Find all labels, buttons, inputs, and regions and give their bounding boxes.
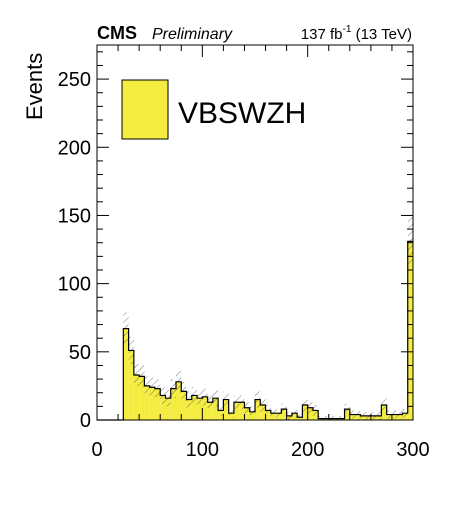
status-label: Preliminary (152, 26, 233, 43)
x-tick-label: 300 (396, 439, 429, 461)
uncertainty-layer (123, 217, 413, 420)
x-tick-label: 100 (186, 439, 219, 461)
uncertainty-band (329, 416, 334, 420)
y-tick-label: 250 (58, 69, 91, 91)
y-tick-label: 150 (58, 205, 91, 227)
y-axis-title: Events (22, 53, 47, 120)
luminosity-label: 137 fb-1 (13 TeV) (301, 24, 412, 43)
y-tick-label: 50 (69, 342, 91, 364)
y-tick-label: 100 (58, 274, 91, 296)
uncertainty-band (318, 416, 323, 420)
legend-label: VBSWZH (178, 97, 306, 130)
experiment-label: CMS (97, 23, 137, 43)
legend-swatch (122, 80, 168, 139)
uncertainty-band (323, 416, 328, 420)
y-tick-label: 200 (58, 137, 91, 159)
x-tick-label: 200 (291, 439, 324, 461)
x-tick-label: 0 (91, 439, 102, 461)
y-tick-label: 0 (80, 410, 91, 432)
uncertainty-band (339, 416, 344, 420)
uncertainty-band (334, 416, 339, 420)
